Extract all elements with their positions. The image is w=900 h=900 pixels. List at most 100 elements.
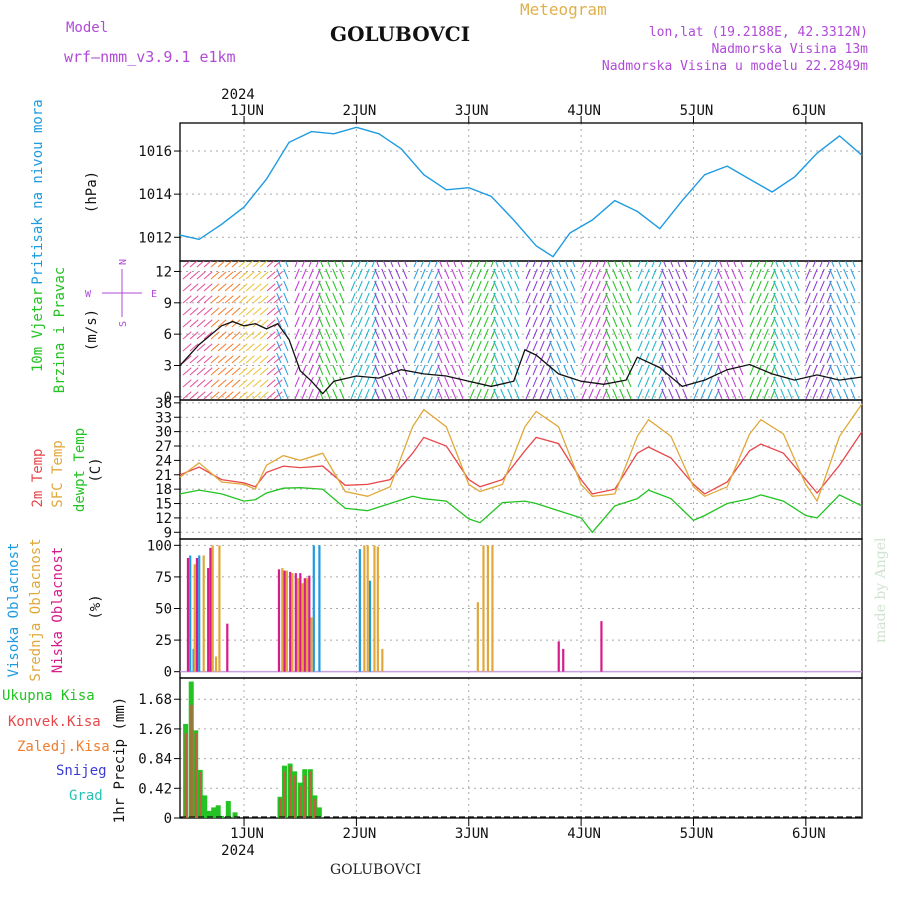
wind-barb	[500, 364, 506, 376]
wind-barb	[224, 307, 234, 316]
wind-barb	[819, 292, 825, 304]
wind-barb	[507, 316, 513, 328]
wind-barb	[231, 307, 241, 316]
wind-barb	[308, 388, 314, 400]
wind-barb	[763, 352, 769, 364]
wind-barb	[693, 364, 699, 376]
wind-barb	[434, 261, 439, 268]
wind-barb	[693, 388, 699, 400]
wind-barb	[357, 388, 363, 400]
wind-barb	[402, 292, 408, 304]
wind-barb	[210, 271, 220, 280]
wind-barb	[794, 280, 800, 292]
wind-barb	[549, 388, 555, 400]
wind-barb	[525, 376, 531, 388]
wind-barb	[413, 388, 419, 400]
wind-barb	[626, 352, 632, 364]
wind-barb	[308, 364, 314, 376]
wind-barb	[829, 280, 835, 292]
wind-barb	[196, 355, 206, 364]
y-tick-label: 0	[164, 665, 172, 681]
mid-cloud-bar	[491, 545, 494, 672]
wind-barb	[675, 304, 681, 316]
wind-barb	[252, 391, 262, 400]
wind-barb	[332, 388, 338, 400]
wind-barb	[773, 328, 779, 340]
wind-barb	[318, 280, 324, 292]
wind-barb	[794, 364, 800, 376]
wind-barb	[717, 304, 723, 316]
wind-barb	[668, 352, 674, 364]
wind-barb	[493, 352, 499, 364]
wind-barb	[612, 340, 618, 352]
wind-barb	[203, 319, 213, 328]
mid-cloud-bar	[305, 578, 309, 672]
low-cloud-bar	[557, 641, 560, 672]
wind-barb	[763, 280, 769, 292]
wind-barb	[819, 304, 825, 316]
wind-barb	[332, 280, 338, 292]
bottom-day-label: 6JUN	[792, 826, 826, 842]
wind-barb	[374, 352, 380, 364]
mid-cloud-bar	[486, 545, 490, 672]
wind-barb	[507, 280, 513, 292]
conv-precip-bar	[293, 775, 297, 818]
wind-barb	[203, 343, 213, 352]
wind-barb	[357, 328, 363, 340]
wind-barb	[675, 328, 681, 340]
wind-barb	[661, 388, 667, 400]
bottom-day-label: 3JUN	[455, 826, 489, 842]
wind-barb	[756, 328, 762, 340]
wind-barb	[308, 352, 314, 364]
wind-barb	[525, 328, 531, 340]
wind-barb	[210, 379, 220, 388]
wind-barb	[514, 316, 520, 328]
wind-barb	[332, 340, 338, 352]
wind-barb	[413, 268, 419, 280]
wind-barb	[245, 367, 255, 376]
wind-barb	[595, 376, 601, 388]
wind-barb	[549, 328, 555, 340]
wind-barb	[556, 280, 562, 292]
low-cloud-bar	[186, 557, 190, 672]
wind-barb	[339, 388, 345, 400]
wind-barb	[514, 388, 520, 400]
wind-barb	[714, 261, 719, 268]
wind-barb	[196, 283, 206, 292]
wind-barb	[259, 261, 268, 268]
wind-barb	[707, 280, 713, 292]
wind-unit-label: (m/s)	[84, 309, 100, 351]
wind-barb	[325, 376, 331, 388]
wind-barb	[637, 304, 643, 316]
wind-barb	[626, 388, 632, 400]
wind-barb	[357, 304, 363, 316]
wind-barb	[333, 261, 338, 268]
wind-barb	[549, 376, 555, 388]
top-day-label: 6JUN	[792, 103, 826, 119]
wind-barb	[731, 328, 737, 340]
wind-barb	[301, 292, 307, 304]
hail-legend: Grad	[69, 788, 103, 804]
wind-barb	[717, 328, 723, 340]
wind-barb	[395, 280, 401, 292]
wind-barb	[500, 352, 506, 364]
wind-barb	[315, 261, 320, 268]
wind-barb	[619, 280, 625, 292]
mid-cloud-title: Srednja Oblacnost	[28, 538, 44, 681]
wind-barb	[556, 328, 562, 340]
temp-2m-title: 2m Temp	[30, 448, 46, 507]
wind-barb	[203, 367, 213, 376]
wind-barb	[644, 316, 650, 328]
wind-barb	[427, 376, 433, 388]
wind-barb	[493, 340, 499, 352]
wind-barb	[238, 261, 247, 268]
wind-barb	[437, 376, 443, 388]
wind-barb	[819, 268, 825, 280]
wind-barb	[301, 316, 307, 328]
wind-barb	[182, 283, 192, 292]
wind-barb	[675, 280, 681, 292]
wind-barb	[339, 292, 345, 304]
wind-barb	[707, 328, 713, 340]
wind-barb	[556, 364, 562, 376]
wind-barb	[374, 328, 380, 340]
